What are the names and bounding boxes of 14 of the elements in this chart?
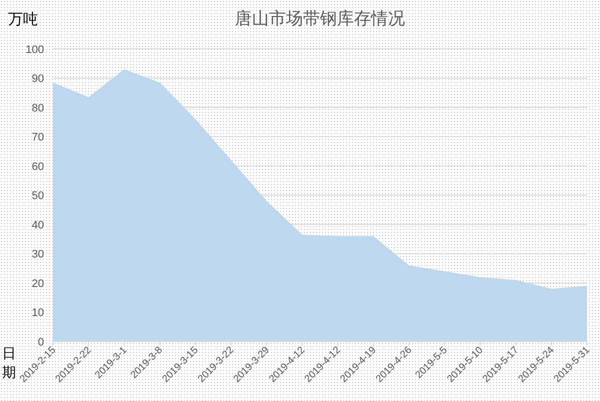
x-axis-title: 日期 bbox=[2, 345, 16, 380]
y-tick-label: 90 bbox=[32, 73, 44, 86]
y-tick-label: 10 bbox=[32, 307, 44, 320]
y-tick-label: 70 bbox=[32, 132, 44, 144]
y-tick-label: 60 bbox=[32, 160, 44, 173]
y-tick-label: 50 bbox=[32, 190, 44, 202]
y-axis-title: 万吨 bbox=[8, 11, 38, 28]
y-tick-label: 40 bbox=[32, 219, 44, 232]
chart-title: 唐山市场带钢库存情况 bbox=[235, 9, 405, 28]
y-tick-label: 80 bbox=[32, 102, 44, 114]
y-tick-label: 0 bbox=[38, 336, 44, 348]
y-tick-label: 100 bbox=[26, 44, 44, 56]
y-tick-label: 30 bbox=[32, 248, 44, 261]
y-tick-label: 20 bbox=[32, 278, 44, 290]
